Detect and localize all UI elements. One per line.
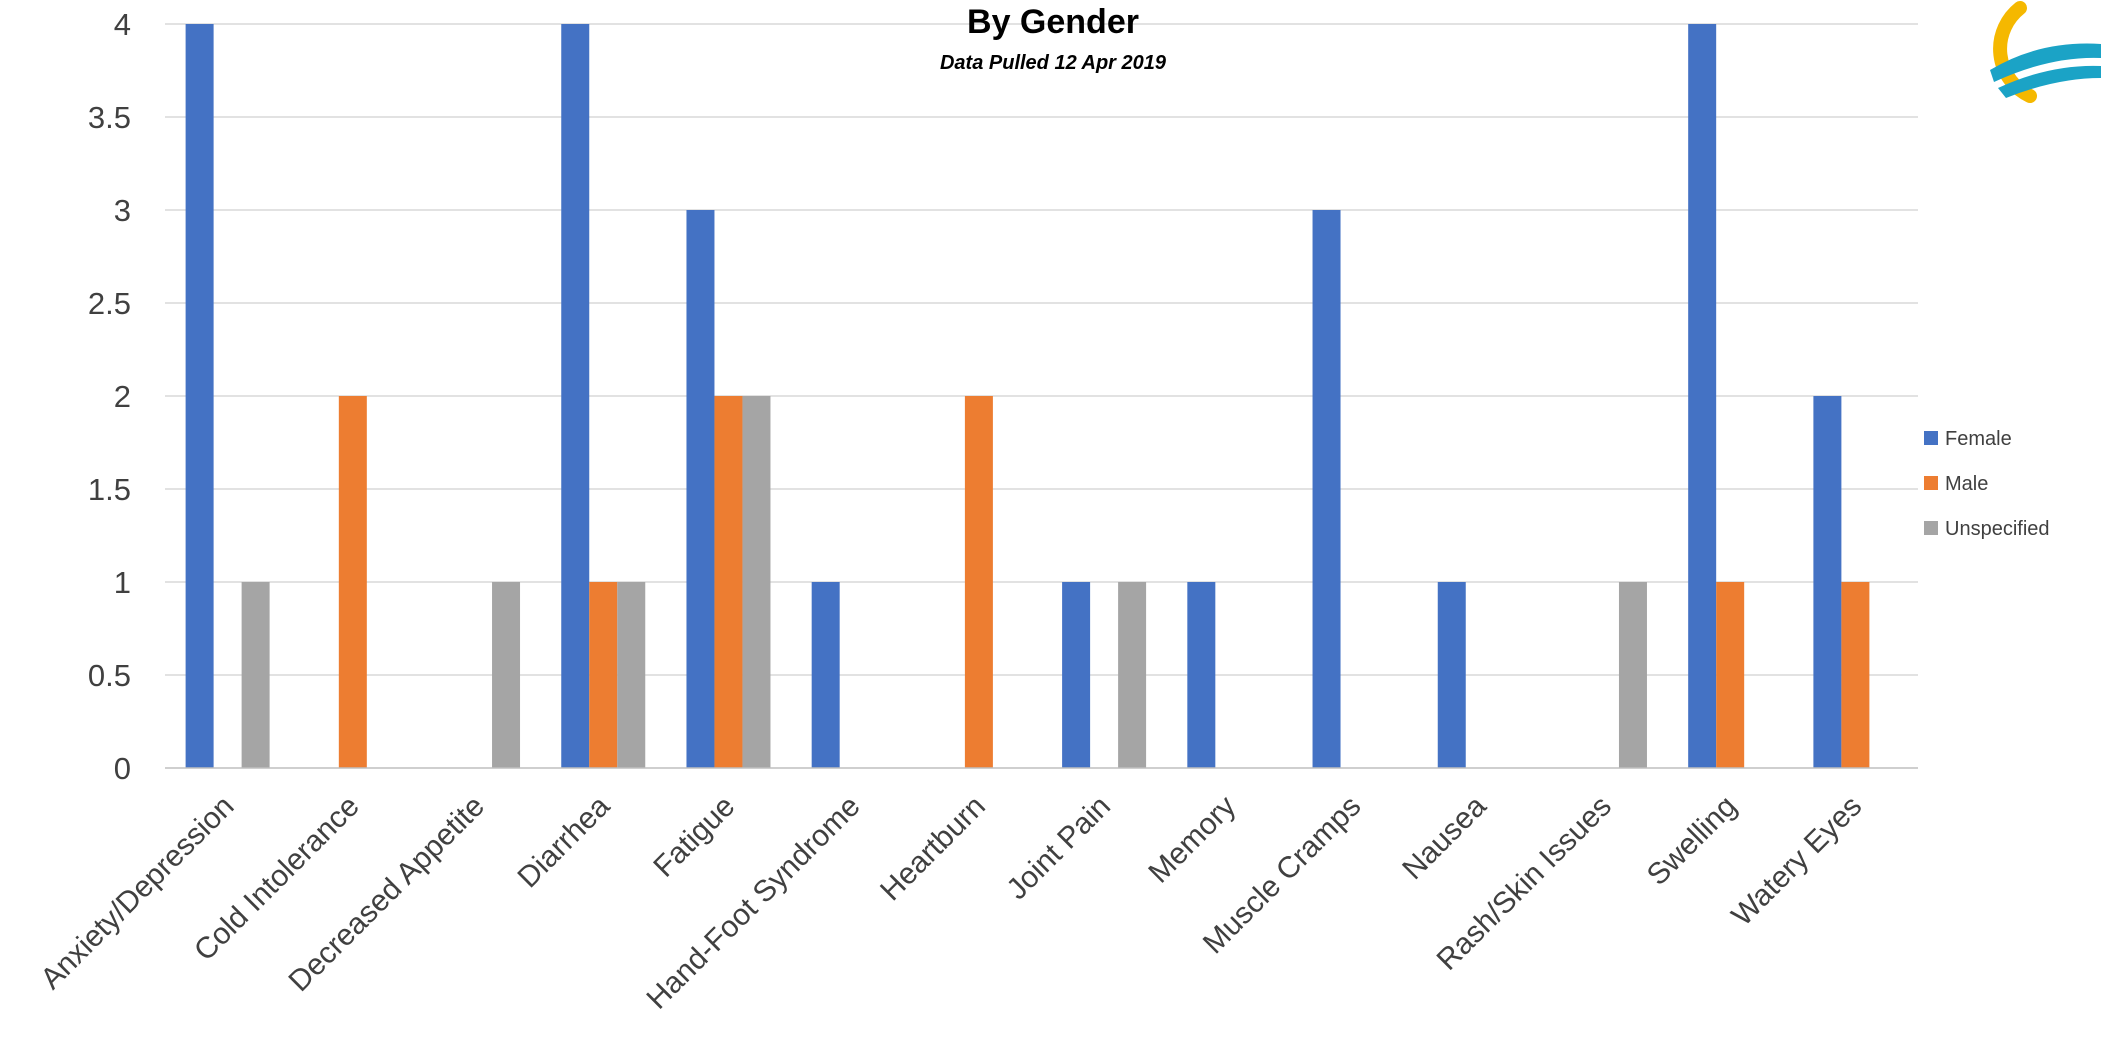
bar-unspecified [241,582,270,768]
bars [185,24,1870,768]
x-tick-label: Heartburn [874,790,992,908]
legend-label-unspecified: Unspecified [1945,518,2050,540]
bar-female [561,24,590,768]
chart-title: By Gender [967,3,1139,41]
bar-male [1841,582,1870,768]
y-tick-label: 0 [114,751,131,786]
bar-male [589,582,618,768]
bar-female [1312,210,1341,768]
bar-female [1062,582,1091,768]
x-tick-label: Fatigue [647,790,741,884]
bar-female [811,582,840,768]
bar-unspecified [1118,582,1147,768]
legend-swatch-unspecified [1924,521,1938,535]
legend-swatch-male [1924,476,1938,490]
bar-unspecified [492,582,521,768]
y-tick-label: 4 [114,7,131,42]
x-tick-label: Watery Eyes [1726,790,1869,933]
x-tick-label: Swelling [1641,790,1743,892]
y-tick-label: 1.5 [88,472,131,507]
bar-female [1813,396,1842,768]
y-axis-ticks: 0 0.5 1 1.5 2 2.5 3 3.5 4 [88,7,131,786]
x-tick-label: Nausea [1396,789,1493,886]
bar-female [1437,582,1466,768]
bar-female [185,24,214,768]
y-tick-label: 1 [114,565,131,600]
legend-label-female: Female [1945,428,2012,450]
x-tick-label: Memory [1142,790,1242,890]
bar-male [714,396,743,768]
bar-male [1716,582,1745,768]
x-tick-label: Joint Pain [1001,790,1117,906]
y-tick-label: 0.5 [88,658,131,693]
x-tick-label: Diarrhea [512,789,617,894]
bar-female [686,210,715,768]
gridlines [165,23,1918,676]
bar-female [1688,24,1717,768]
chart-subtitle: Data Pulled 12 Apr 2019 [940,52,1167,74]
y-tick-label: 2 [114,379,131,414]
y-tick-label: 3 [114,193,131,228]
bar-unspecified [1618,582,1647,768]
legend-label-male: Male [1945,473,1988,495]
y-tick-label: 3.5 [88,100,131,135]
bar-unspecified [742,396,771,768]
bar-male [964,396,993,768]
bar-female [1187,582,1216,768]
bar-unspecified [617,582,646,768]
x-tick-label: Hand-Foot Syndrome [640,790,866,1016]
bar-male [338,396,367,768]
y-tick-label: 2.5 [88,286,131,321]
sun-wave-logo-icon [1990,1,2101,103]
legend: Female Male Unspecified [1924,428,2050,540]
legend-swatch-female [1924,431,1938,445]
